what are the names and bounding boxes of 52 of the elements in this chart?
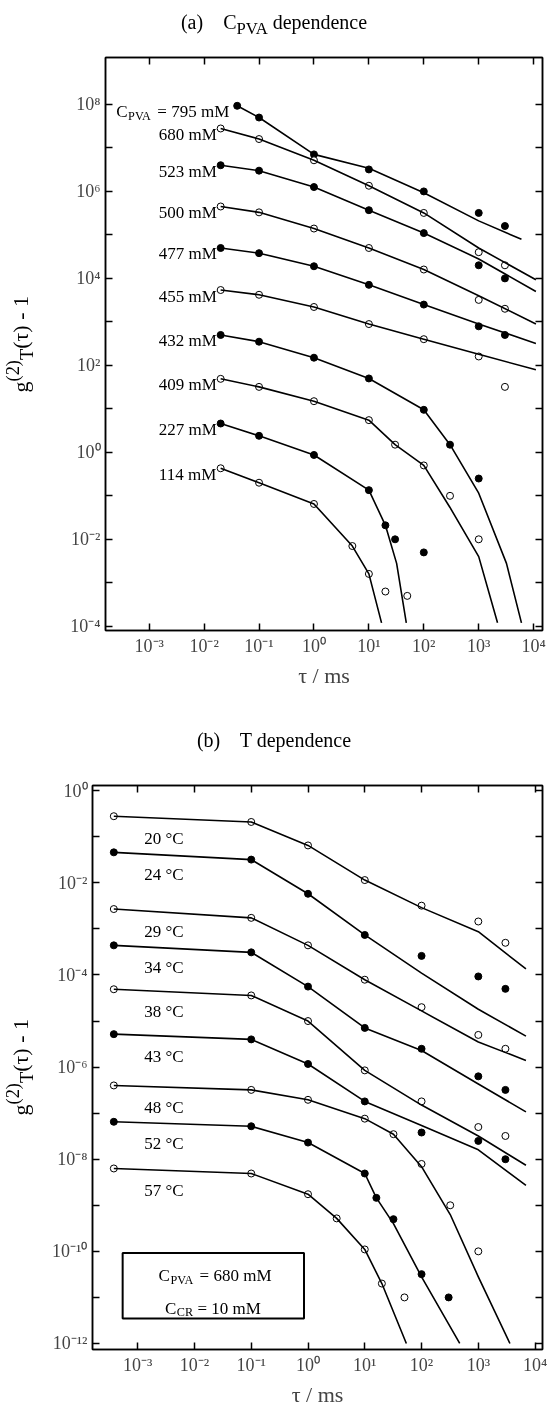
y-tick-label: 10⁴ — [76, 268, 101, 289]
x-tick-label: 10⁴ — [521, 635, 546, 656]
series-label: 432 mM — [158, 331, 217, 351]
x-axis-title: τ / ms — [298, 662, 350, 688]
series-label: 477 mM — [158, 244, 217, 264]
x-tick-label: 10⁻¹ — [236, 1354, 266, 1375]
series-label: 24 °C — [144, 864, 184, 884]
x-tick-label: 10⁻² — [189, 635, 219, 656]
x-tick-label: 10⁰ — [301, 635, 326, 656]
x-tick-label: 10⁻² — [179, 1354, 210, 1375]
x-tick-label: 10¹ — [353, 1354, 377, 1375]
y-tick-label: 10⁰ — [76, 442, 101, 463]
x-axis-title: τ / ms — [291, 1381, 344, 1407]
series-label: 52 °C — [144, 1134, 184, 1154]
x-tick-label: 10⁻³ — [122, 1354, 153, 1375]
y-tick-label: 10⁻⁶ — [57, 1057, 88, 1078]
series-label: 500 mM — [158, 202, 217, 222]
x-tick-label: 10² — [412, 635, 436, 656]
series-label: 20 °C — [144, 828, 184, 848]
series-label: 43 °C — [144, 1046, 184, 1066]
y-tick-label: 10⁻² — [71, 529, 101, 550]
series-label: 48 °C — [144, 1097, 184, 1117]
series-label: 227 mM — [158, 420, 217, 440]
y-tick-label: 10⁰ — [63, 780, 88, 801]
series-label: 409 mM — [158, 375, 217, 395]
y-tick-label: 10⁻¹² — [52, 1333, 88, 1354]
chart-title: (a) C$_{PVA}$ dependence — [179, 10, 369, 40]
series-label: 455 mM — [158, 286, 217, 306]
x-tick-label: 10³ — [467, 635, 492, 656]
x-tick-label: 10² — [409, 1354, 434, 1375]
y-tick-label: 10⁻² — [58, 872, 88, 893]
series-label: 114 mM — [158, 464, 217, 484]
y-tick-label: 10² — [77, 355, 101, 376]
x-tick-label: 10⁻¹ — [244, 635, 274, 656]
series-label: 57 °C — [144, 1180, 184, 1200]
y-tick-label: 10⁻⁴ — [57, 964, 88, 985]
y-tick-label: 10⁸ — [76, 94, 101, 115]
series-label: 680 mM — [158, 124, 217, 144]
x-tick-label: 10¹ — [357, 635, 381, 656]
series-label: 29 °C — [144, 921, 184, 941]
y-tick-label: 10⁶ — [76, 181, 101, 202]
x-tick-label: 10⁴ — [522, 1354, 548, 1375]
x-tick-label: 10³ — [466, 1354, 491, 1375]
y-tick-label: 10⁻¹⁰ — [52, 1241, 88, 1262]
x-tick-label: 10⁻³ — [134, 635, 165, 656]
chart-title: (b) T dependence — [195, 728, 353, 754]
series-label: 523 mM — [158, 161, 217, 181]
y-tick-label: 10⁻⁸ — [57, 1149, 88, 1170]
series-label: 34 °C — [144, 957, 184, 977]
series-label: 38 °C — [144, 1001, 184, 1021]
y-tick-label: 10⁻⁴ — [70, 616, 101, 637]
x-tick-label: 10⁰ — [296, 1354, 321, 1375]
